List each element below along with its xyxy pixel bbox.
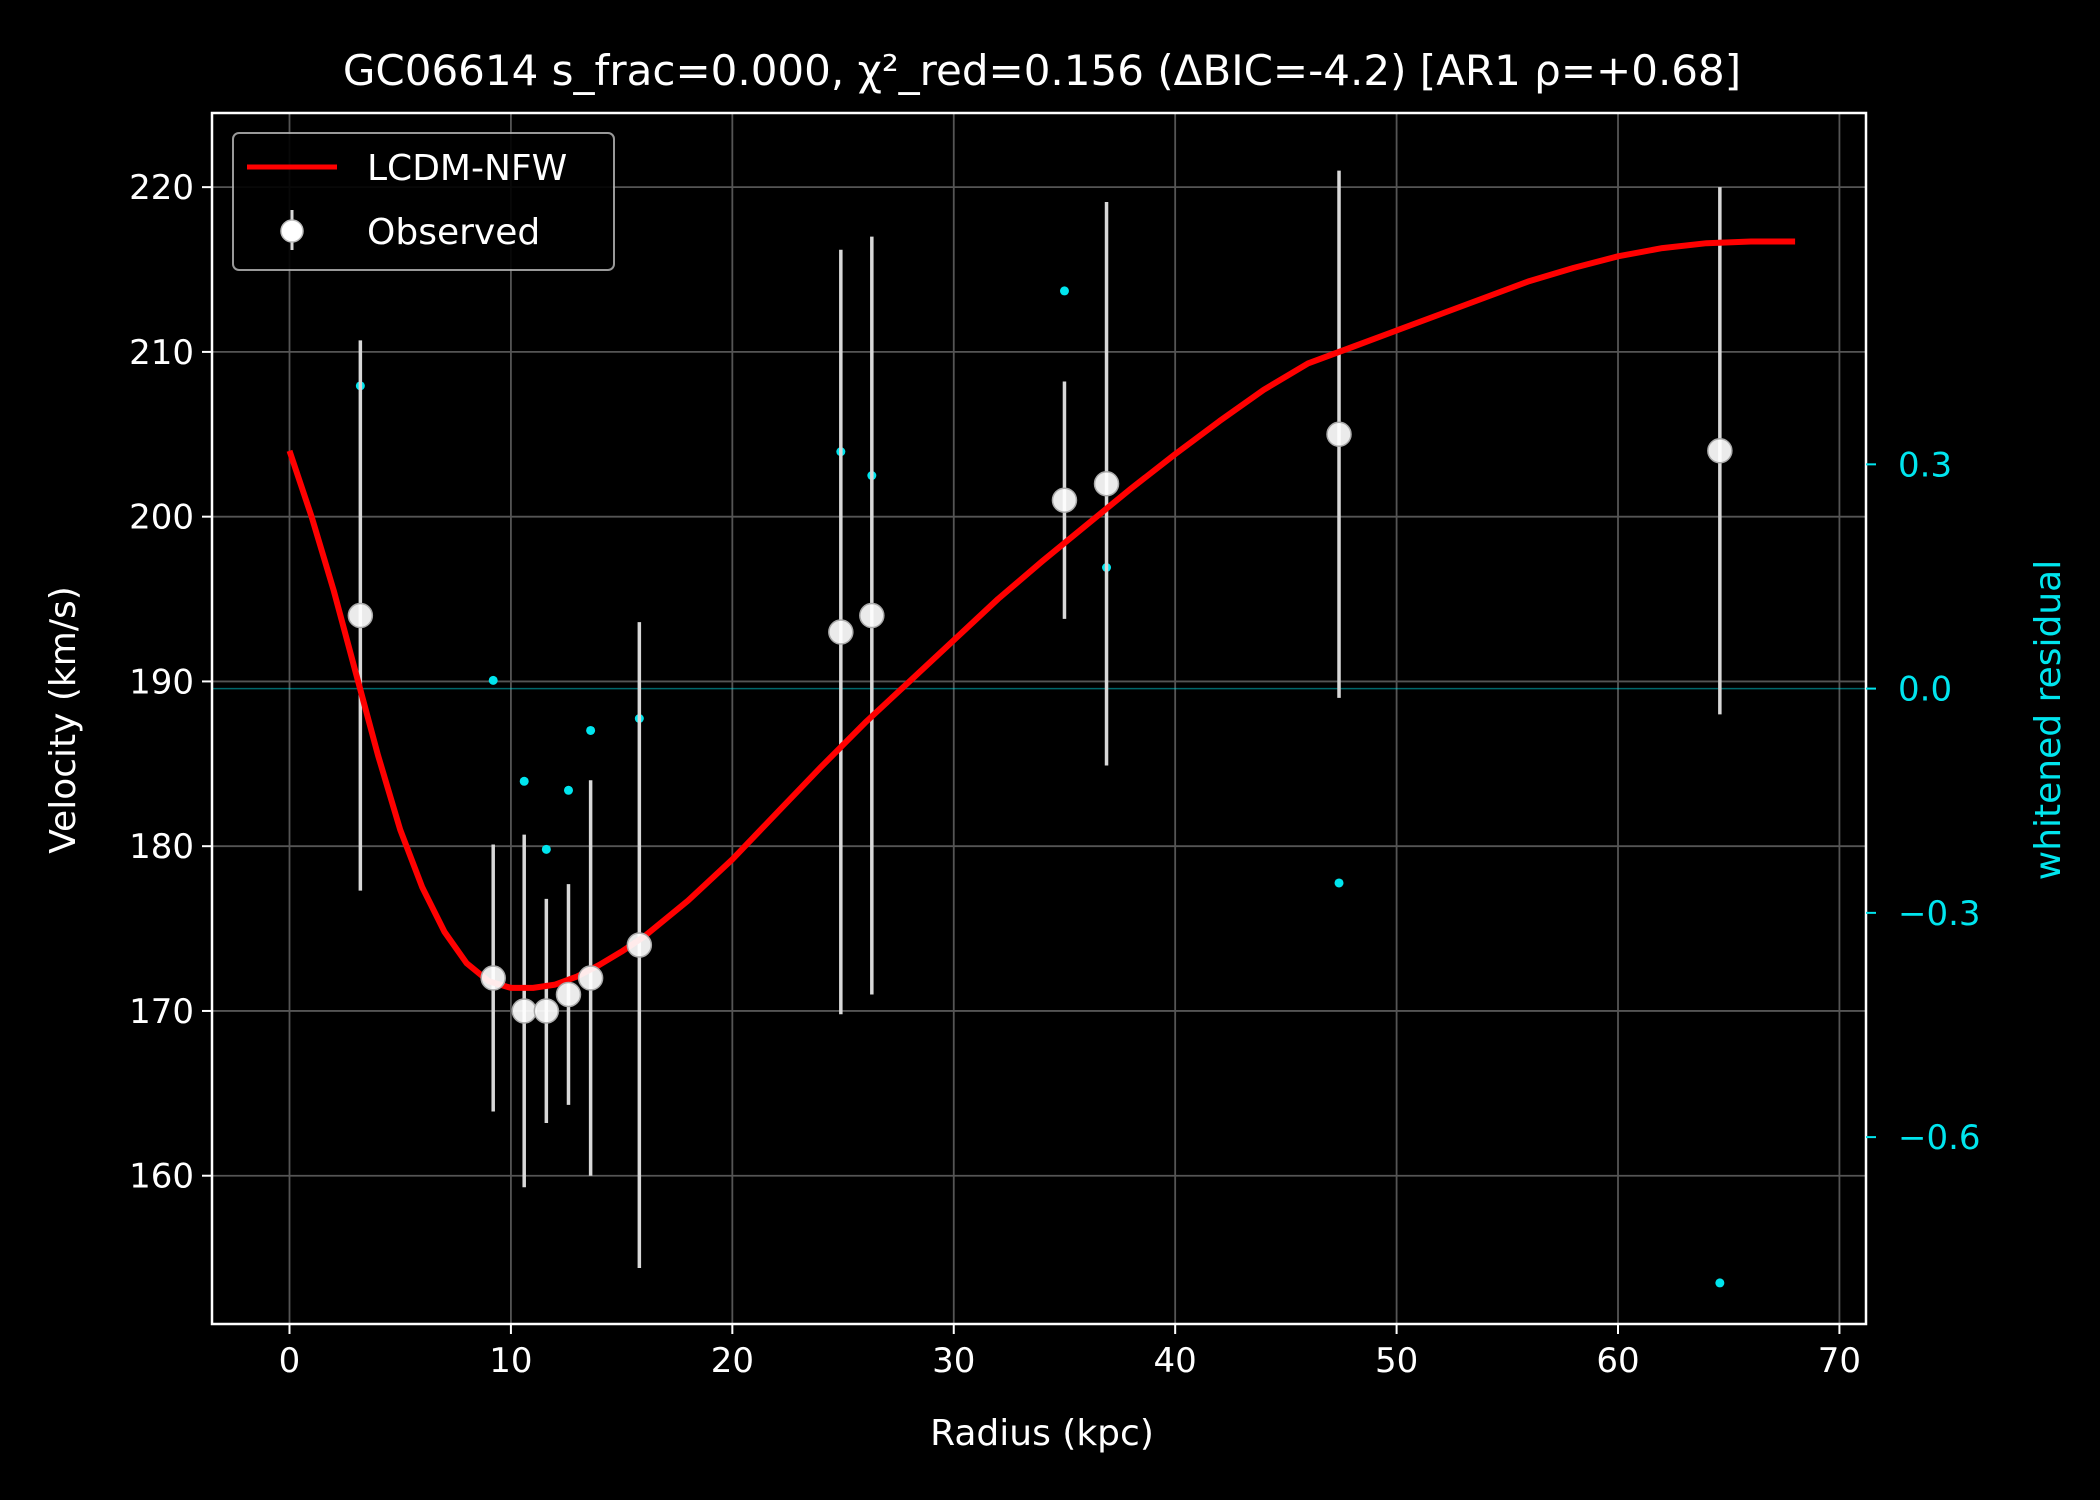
observed-point <box>1326 421 1352 448</box>
x-tick-label: 60 <box>1596 1341 1639 1381</box>
y-axis-label: Velocity (km/s) <box>43 586 84 854</box>
y-tick-label: 210 <box>129 333 194 373</box>
observed-point <box>511 998 537 1024</box>
observed-point <box>626 932 653 958</box>
y-right-tick-label: 0.3 <box>1898 445 1952 485</box>
y-right-axis-label: whitened residual <box>2028 560 2069 880</box>
x-ticks: 0 10 20 30 40 50 60 70 <box>279 1324 1861 1381</box>
observed-point <box>555 981 582 1008</box>
y-right-tick-label: −0.6 <box>1898 1118 1981 1158</box>
residual-point <box>1715 1278 1725 1288</box>
residual-points <box>355 286 1725 1288</box>
y-tick-label: 200 <box>129 498 194 538</box>
y-tick-label: 180 <box>129 827 194 867</box>
legend-label-observed: Observed <box>367 212 540 253</box>
y-tick-label: 190 <box>129 662 194 702</box>
y-tick-label: 220 <box>129 168 194 208</box>
x-tick-label: 50 <box>1375 1341 1418 1381</box>
model-line-lcdm-nfw <box>286 238 1796 991</box>
x-tick-label: 70 <box>1818 1341 1861 1381</box>
grid <box>212 113 1866 1324</box>
plot-frame <box>210 111 1868 1326</box>
observed-point <box>1707 438 1733 464</box>
y-right-tick-label: −0.3 <box>1898 894 1981 934</box>
x-tick-label: 10 <box>489 1341 532 1381</box>
observed-point <box>1093 470 1120 497</box>
residual-point <box>563 785 573 795</box>
y-tick-label: 160 <box>129 1157 194 1197</box>
x-tick-label: 0 <box>279 1341 301 1381</box>
observed-point <box>1051 487 1078 513</box>
residual-point <box>488 675 498 685</box>
observed-point <box>480 965 506 991</box>
observed-point <box>577 965 604 991</box>
observed-points <box>347 421 1733 1024</box>
chart-title: GC06614 s_frac=0.000, χ²_red=0.156 (ΔBIC… <box>343 46 1741 95</box>
legend: LCDM-NFW Observed <box>232 132 615 271</box>
y-tick-label: 170 <box>129 992 194 1032</box>
legend-marker-swatch <box>280 219 304 243</box>
observed-point <box>828 619 854 645</box>
y-right-tick-label: 0.0 <box>1898 670 1952 710</box>
y-ticks: 160 170 180 190 200 210 220 <box>129 168 212 1197</box>
x-tick-label: 40 <box>1154 1341 1197 1381</box>
x-tick-label: 30 <box>932 1341 975 1381</box>
y-right-ticks: 0.3 0.0 −0.3 −0.6 <box>1866 445 1981 1158</box>
residual-point <box>586 725 596 735</box>
observed-point <box>533 998 560 1024</box>
residual-point <box>541 844 551 854</box>
x-tick-label: 20 <box>711 1341 754 1381</box>
legend-label-model: LCDM-NFW <box>367 148 567 189</box>
observed-point <box>859 602 885 629</box>
residual-point <box>1334 878 1344 888</box>
observed-point <box>347 602 374 629</box>
residual-point <box>519 776 529 786</box>
x-axis-label: Radius (kpc) <box>930 1413 1154 1454</box>
residual-point <box>1059 286 1069 296</box>
